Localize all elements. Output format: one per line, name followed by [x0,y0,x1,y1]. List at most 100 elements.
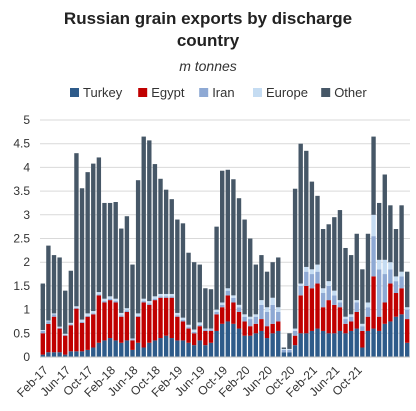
y-tick-label: 4 [23,160,30,174]
bar-turkey [68,351,74,357]
bar-turkey [326,333,331,357]
bar-turkey [102,340,107,357]
bar-turkey [220,323,225,357]
bar-egypt [332,304,337,334]
bar-egypt [57,328,62,353]
bar-other [292,188,298,329]
bar-iran [220,304,225,308]
bar-europe [169,293,174,297]
bar-turkey [248,335,253,357]
bar-iran [236,307,242,312]
bar-other [360,269,365,324]
bar-europe [158,293,163,297]
y-tick-label: 2.5 [13,232,30,246]
bar-other [40,283,45,330]
bar-other [169,199,174,294]
bar-iran [130,339,135,341]
bar-turkey [91,347,96,357]
bar-iran [382,274,387,303]
bar-turkey [264,338,270,357]
bar-other [253,264,259,315]
y-tick-label: 4.5 [13,137,30,151]
bar-iran [197,324,202,327]
legend-swatch-europe [253,88,262,97]
bar-egypt [304,285,309,334]
bar-egypt [119,316,124,343]
bar-iran [147,303,152,305]
bar-turkey [371,328,376,357]
bar-turkey [79,351,85,357]
bar-turkey [337,330,343,357]
bar-europe [119,312,124,316]
bar-iran [113,301,118,303]
bar-europe [203,328,208,330]
bar-other [147,140,152,302]
bar-iran [51,314,57,317]
bar-iran [135,315,141,317]
bar-turkey [163,335,169,357]
chart-title-line1: Russian grain exports by discharge [63,9,353,28]
bar-iran [304,271,309,286]
bar-other [175,219,180,313]
bar-europe [208,328,214,330]
bar-turkey [320,330,326,357]
legend-label-egypt: Egypt [151,85,185,100]
bar-iran [287,349,292,353]
bar-other [135,180,141,314]
bar-other [287,333,292,349]
bar-turkey [158,338,163,357]
bar-europe [287,348,292,350]
bar-europe [107,296,113,299]
bar-other [242,219,247,315]
bar-turkey [46,352,51,357]
chart-title: Russian grain exports by discharge count… [0,8,416,52]
bar-egypt [163,297,169,336]
bar-egypt [259,319,264,331]
bar-other [376,202,382,260]
bar-egypt [147,304,152,343]
bar-other [63,290,68,334]
bar-turkey [169,338,174,357]
bar-egypt [40,333,45,355]
bar-egypt [180,321,186,341]
bar-turkey [175,340,180,357]
bar-other [124,216,130,309]
bar-turkey [399,314,404,357]
bar-turkey [147,342,152,357]
bar-turkey [141,347,146,357]
bar-egypt [63,335,68,355]
bar-iran [180,320,186,322]
bar-europe [292,328,298,331]
bar-egypt [276,321,281,331]
bar-other [208,289,214,329]
bar-other [348,255,354,315]
bar-turkey [130,349,135,357]
bar-turkey [197,340,202,357]
bar-iran [388,269,393,284]
bar-europe [180,317,186,321]
bar-other [332,217,337,291]
bar-other [304,150,309,267]
bar-turkey [309,330,315,357]
bar-egypt [107,300,113,339]
bar-other [343,247,348,317]
bar-iran [348,316,354,322]
legend-label-europe: Europe [266,85,308,100]
bar-iran [337,302,343,308]
bar-europe [147,301,152,304]
bar-egypt [337,307,343,331]
bar-turkey [365,330,371,357]
bar-turkey [113,340,118,357]
bar-iran [191,331,197,334]
y-tick-label: 2 [23,255,30,269]
bar-other [191,262,197,330]
bar-europe [214,309,219,312]
bar-turkey [354,328,359,357]
bar-egypt [102,302,107,341]
bar-other [158,178,163,294]
bar-europe [371,214,376,237]
bar-turkey [63,354,68,357]
bar-iran [393,281,399,294]
bar-other [393,229,399,277]
bar-turkey [85,349,90,357]
